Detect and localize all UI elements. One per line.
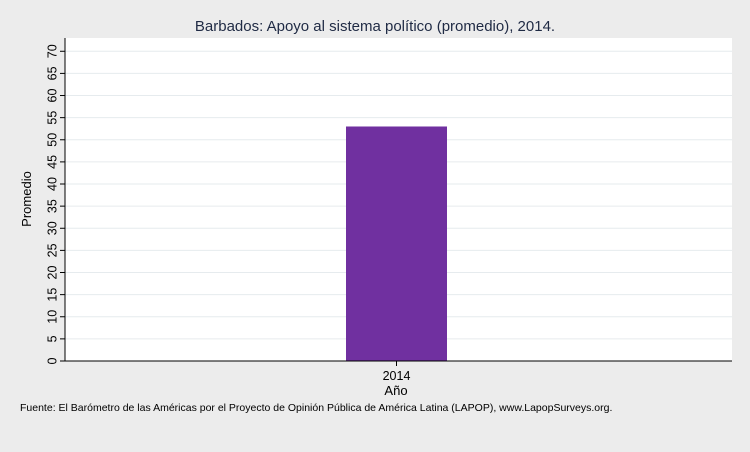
x-axis-ticks: 2014	[383, 361, 411, 383]
x-tick-label: 2014	[383, 369, 411, 383]
y-tick-label: 50	[45, 133, 59, 147]
bars	[346, 126, 447, 361]
y-tick-label: 10	[45, 310, 59, 324]
y-axis-ticks: 0 5 10 15 20 25 30 35 40 45 50 55 60 65 70	[45, 44, 65, 364]
y-tick-label: 35	[45, 199, 59, 213]
y-tick-label: 15	[45, 288, 59, 302]
y-tick-label: 30	[45, 221, 59, 235]
y-tick-label: 60	[45, 89, 59, 103]
source-note: Fuente: El Barómetro de las Américas por…	[20, 402, 612, 414]
y-tick-label: 70	[45, 44, 59, 58]
y-axis-title: Promedio	[19, 171, 34, 227]
y-tick-label: 65	[45, 66, 59, 80]
y-tick-label: 0	[45, 357, 59, 364]
y-tick-label: 5	[45, 335, 59, 342]
y-tick-label: 45	[45, 155, 59, 169]
chart-title: Barbados: Apoyo al sistema político (pro…	[195, 18, 555, 35]
x-axis-title: Año	[384, 383, 407, 398]
y-tick-label: 25	[45, 243, 59, 257]
y-tick-label: 40	[45, 177, 59, 191]
bar-2014	[346, 126, 447, 361]
y-tick-label: 55	[45, 111, 59, 125]
y-tick-label: 20	[45, 266, 59, 280]
